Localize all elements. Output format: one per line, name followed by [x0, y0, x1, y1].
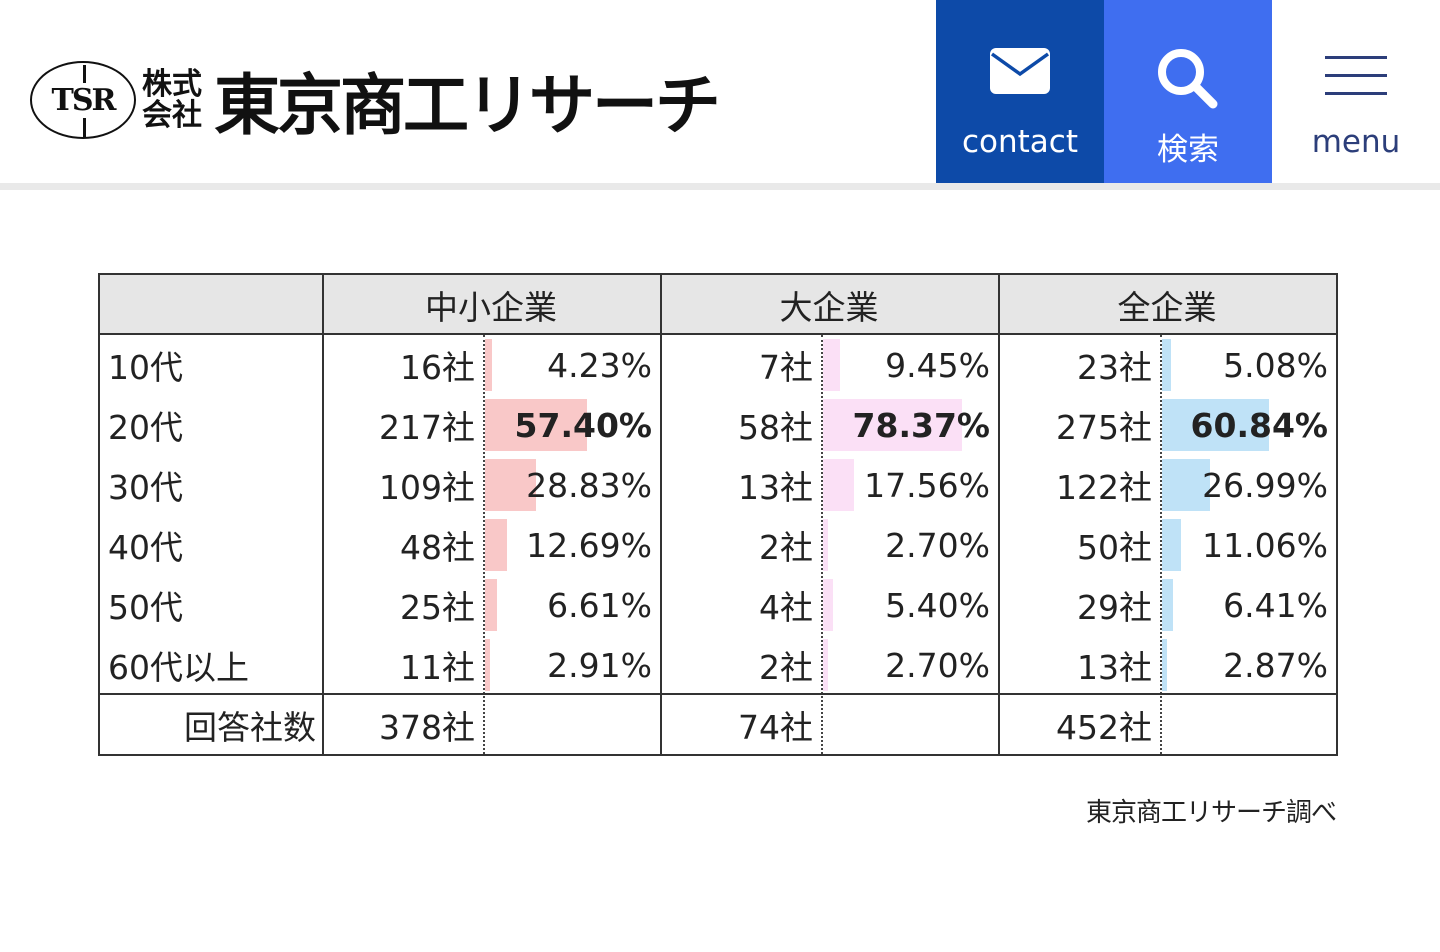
data-bar	[1162, 519, 1182, 571]
row-label: 20代	[108, 408, 183, 447]
count-cell: 7社	[759, 348, 813, 387]
count-cell: 2社	[759, 648, 813, 687]
percent-cell: 12.69%	[526, 525, 652, 565]
percent-cell: 60.84%	[1190, 405, 1328, 445]
column-divider	[660, 275, 662, 754]
percent-cell: 2.91%	[547, 645, 652, 685]
total-count: 74社	[738, 708, 813, 747]
data-bar	[823, 519, 828, 571]
total-label: 回答社数	[184, 708, 316, 747]
column-divider	[998, 275, 1000, 754]
count-cell: 13社	[738, 468, 813, 507]
header-corner	[100, 275, 322, 335]
count-cell: 48社	[400, 528, 475, 567]
count-cell: 23社	[1077, 348, 1152, 387]
percent-cell: 6.41%	[1223, 585, 1328, 625]
count-cell: 58社	[738, 408, 813, 447]
row-label: 30代	[108, 468, 183, 507]
data-bar	[1162, 399, 1270, 451]
data-bar	[485, 519, 508, 571]
row-label: 40代	[108, 528, 183, 567]
dotted-divider	[1160, 335, 1162, 754]
data-bar	[823, 639, 828, 691]
count-cell: 275社	[1056, 408, 1152, 447]
data-bar	[485, 339, 493, 391]
group-header: 全企業	[998, 275, 1336, 335]
percent-cell: 28.83%	[526, 465, 652, 505]
percent-cell: 11.06%	[1202, 525, 1328, 565]
logo-prefix: 株式会社	[142, 67, 202, 133]
count-cell: 2社	[759, 528, 813, 567]
tsr-emblem: TSR	[30, 61, 136, 139]
header-divider	[0, 183, 1440, 190]
age-distribution-table: 中小企業 大企業 全企業 10代 16社 4.23% 7社 9.45% 23社 5.08% 20代 2…	[98, 273, 1338, 756]
data-bar	[1162, 579, 1174, 631]
contact-button[interactable]: contact	[936, 0, 1104, 183]
data-bar	[823, 579, 833, 631]
count-cell: 11社	[400, 648, 475, 687]
column-divider	[322, 275, 324, 754]
count-cell: 25社	[400, 588, 475, 627]
dotted-divider	[821, 335, 823, 754]
mail-icon	[990, 48, 1050, 94]
data-bar	[1162, 459, 1210, 511]
total-divider-line	[100, 693, 1336, 695]
total-count: 452社	[1056, 708, 1152, 747]
percent-cell: 78.37%	[852, 405, 990, 445]
data-bar	[1162, 639, 1168, 691]
data-bar	[485, 639, 491, 691]
group-header: 中小企業	[322, 275, 660, 335]
logo-name: 東京商工リサーチ	[214, 67, 721, 144]
percent-cell: 2.87%	[1223, 645, 1328, 685]
search-button[interactable]: 検索	[1104, 0, 1272, 183]
percent-cell: 2.70%	[885, 525, 990, 565]
data-bar	[823, 399, 962, 451]
count-cell: 16社	[400, 348, 475, 387]
count-cell: 13社	[1077, 648, 1152, 687]
count-cell: 29社	[1077, 588, 1152, 627]
data-bar	[1162, 339, 1171, 391]
percent-cell: 9.45%	[885, 345, 990, 385]
count-cell: 122社	[1056, 468, 1152, 507]
percent-cell: 17.56%	[864, 465, 990, 505]
logo[interactable]: TSR 株式会社 東京商工リサーチ	[30, 60, 721, 144]
hamburger-icon	[1325, 56, 1387, 95]
search-icon	[1158, 49, 1218, 109]
data-bar	[823, 339, 840, 391]
site-header: TSR 株式会社 東京商工リサーチ contact 検索 menu	[0, 0, 1440, 183]
data-bar	[485, 399, 587, 451]
source-note: 東京商工リサーチ調べ	[1085, 798, 1337, 828]
data-bar	[485, 579, 497, 631]
percent-cell: 2.70%	[885, 645, 990, 685]
dotted-divider	[483, 335, 485, 754]
count-cell: 217社	[379, 408, 475, 447]
percent-cell: 6.61%	[547, 585, 652, 625]
percent-cell: 5.08%	[1223, 345, 1328, 385]
percent-cell: 5.40%	[885, 585, 990, 625]
row-label: 50代	[108, 588, 183, 627]
group-header: 大企業	[660, 275, 998, 335]
percent-cell: 4.23%	[547, 345, 652, 385]
count-cell: 4社	[759, 588, 813, 627]
menu-button[interactable]: menu	[1272, 0, 1440, 183]
count-cell: 109社	[379, 468, 475, 507]
data-bar	[823, 459, 855, 511]
percent-cell: 26.99%	[1202, 465, 1328, 505]
percent-cell: 57.40%	[514, 405, 652, 445]
count-cell: 50社	[1077, 528, 1152, 567]
row-label: 60代以上	[108, 648, 249, 687]
total-count: 378社	[379, 708, 475, 747]
header-divider-line	[100, 333, 1336, 335]
data-bar	[485, 459, 537, 511]
row-label: 10代	[108, 348, 183, 387]
